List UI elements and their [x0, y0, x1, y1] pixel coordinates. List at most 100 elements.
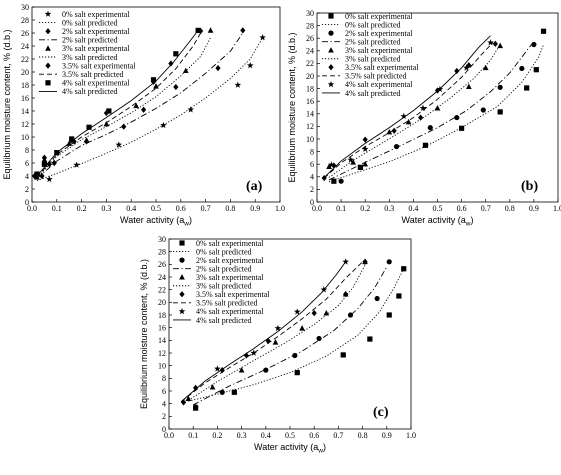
- data-point: [391, 127, 397, 134]
- legend-entry: 4% salt predicted: [62, 87, 118, 96]
- series-line: [180, 261, 363, 403]
- y-tick-label: 18: [21, 81, 29, 90]
- data-point: [187, 106, 195, 113]
- legend-entry: 3% salt experimental: [345, 46, 413, 55]
- series-line: [323, 35, 491, 178]
- data-point: [434, 105, 441, 111]
- data-point: [293, 308, 301, 315]
- x-axis-label-main: Water activity (a: [402, 215, 466, 225]
- legend-entry: 3% salt predicted: [196, 282, 252, 291]
- legend-entry: 3% salt experimental: [62, 44, 130, 53]
- series-6: [188, 264, 366, 401]
- x-tick-label: 0.6: [309, 431, 319, 440]
- legend-marker: [179, 240, 185, 246]
- x-tick-label: 0.8: [225, 204, 235, 213]
- y-tick-label: 20: [306, 72, 314, 81]
- data-point: [531, 41, 537, 48]
- data-point: [231, 389, 237, 395]
- y-tick-label: 18: [306, 84, 314, 93]
- x-tick-label: 0.0: [312, 204, 322, 213]
- legend-entry: 4% salt predicted: [196, 316, 252, 325]
- legend-marker: [328, 47, 334, 53]
- data-point: [343, 290, 349, 298]
- y-tick-label: 28: [158, 247, 166, 256]
- y-tick-label: 18: [158, 311, 166, 320]
- data-point: [401, 266, 407, 272]
- series-line: [36, 32, 202, 178]
- y-tick-label: 30: [306, 9, 314, 18]
- x-tick-label: 0.4: [126, 204, 136, 213]
- y-tick-label: 4: [25, 172, 29, 181]
- data-point: [367, 336, 373, 342]
- y-tick-label: 16: [21, 94, 29, 103]
- series-8: [36, 32, 202, 178]
- legend-marker: [328, 64, 334, 71]
- data-point: [533, 67, 539, 73]
- data-point: [133, 102, 140, 109]
- data-point: [361, 145, 369, 152]
- series-line: [36, 37, 264, 181]
- data-point: [238, 366, 245, 373]
- series-3: [39, 27, 246, 180]
- data-point: [465, 83, 472, 90]
- data-point: [272, 339, 279, 345]
- data-point: [497, 42, 504, 49]
- x-axis-label-end: ): [323, 442, 326, 452]
- legend-marker: [179, 257, 185, 263]
- y-tick-label: 16: [306, 97, 314, 106]
- data-point: [39, 172, 45, 180]
- x-tick-label: 0.8: [505, 204, 515, 213]
- legend-entry: 4% salt experimental: [196, 307, 264, 316]
- data-point: [338, 178, 344, 184]
- series-1: [331, 28, 547, 184]
- series-10: [180, 261, 347, 403]
- legend-entry: 3.5% salt experimental: [345, 63, 419, 72]
- data-point: [173, 51, 179, 57]
- legend-entry: 0% salt predicted: [196, 247, 252, 256]
- data-point: [121, 123, 127, 130]
- series-line: [36, 37, 211, 179]
- data-point: [482, 64, 489, 71]
- data-point: [41, 161, 47, 167]
- legend-entry: 4% salt predicted: [345, 89, 401, 98]
- x-tick-label: 0.0: [164, 431, 174, 440]
- data-point: [274, 324, 282, 332]
- x-tick-label: 0.5: [151, 204, 161, 213]
- data-point: [86, 124, 92, 130]
- legend-marker: [179, 291, 185, 298]
- series-4: [328, 41, 535, 181]
- y-tick-label: 0: [310, 198, 314, 207]
- y-tick-label: 20: [21, 68, 29, 77]
- y-tick-label: 20: [158, 298, 166, 307]
- x-axis-label-sub: w: [465, 221, 471, 228]
- series-line: [328, 41, 535, 181]
- data-point: [357, 164, 363, 170]
- data-point: [347, 156, 355, 163]
- data-point: [103, 120, 110, 127]
- x-axis-label: Water activity (aw): [402, 215, 474, 228]
- x-axis-label-main: Water activity (a: [120, 215, 184, 225]
- y-tick-label: 30: [158, 235, 166, 244]
- y-tick-label: 6: [310, 160, 314, 169]
- x-tick-label: 0.2: [212, 431, 222, 440]
- data-point: [141, 106, 147, 113]
- y-tick-label: 24: [306, 47, 314, 56]
- x-tick-label: 0.2: [360, 204, 370, 213]
- data-point: [168, 60, 174, 67]
- series-10: [36, 30, 199, 177]
- data-point: [524, 85, 530, 91]
- series-10: [323, 35, 491, 178]
- y-tick-label: 26: [158, 260, 166, 269]
- data-point: [240, 27, 246, 34]
- x-tick-label: 0.7: [201, 204, 211, 213]
- data-point: [115, 141, 123, 148]
- x-axis-label-sub: w: [317, 448, 323, 455]
- data-point: [294, 370, 300, 376]
- y-tick-label: 28: [306, 21, 314, 30]
- y-tick-label: 10: [306, 135, 314, 144]
- x-axis-label: Water activity (aw): [254, 442, 326, 455]
